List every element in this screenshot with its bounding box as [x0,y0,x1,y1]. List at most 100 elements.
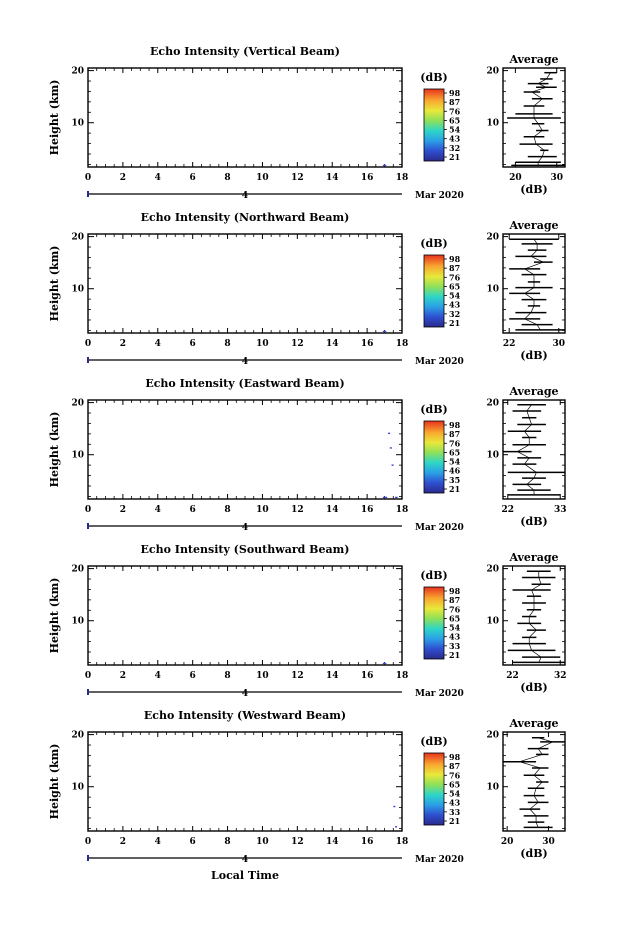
plot-frame [87,67,403,168]
date-label: Mar 2020 [415,357,464,367]
x-tick-label: 14 [326,339,339,349]
x-tick-label: 14 [326,173,339,183]
x-tick-label: 2 [120,837,126,847]
day-label: 4 [242,855,248,865]
average-frame [502,233,566,334]
colorbar-tick-label: 54 [449,125,461,135]
colorbar-tick-label: 21 [449,484,460,494]
panel-title: Echo Intensity (Westward Beam) [144,709,346,722]
day-label: 4 [242,689,248,699]
x-tick-label: 8 [224,505,230,515]
day-label: 4 [242,523,248,533]
average-y-tick-label: 20 [486,233,499,243]
colorbar-tick-label: 32 [449,143,460,153]
average-x-tick-label: 22 [502,505,515,515]
date-label: Mar 2020 [415,855,464,865]
y-tick-label: 10 [71,285,84,295]
x-tick-label: 4 [155,671,161,681]
average-y-tick-label: 20 [486,67,499,77]
colorbar-tick-label: 32 [449,309,460,319]
x-tick-label: 2 [120,505,126,515]
colorbar-tick-label: 98 [449,88,461,98]
colorbar-tick-label: 43 [449,134,461,144]
colorbar-unit: (dB) [420,403,447,416]
average-y-tick-label: 20 [486,399,499,409]
x-tick-label: 16 [361,339,374,349]
colorbar-tick-label: 87 [449,761,460,771]
colorbar-unit: (dB) [420,569,447,582]
colorbar-tick-label: 76 [449,770,461,780]
x-axis-label: Local Time [211,869,279,882]
x-tick-label: 2 [120,671,126,681]
colorbar-tick-label: 76 [449,438,461,448]
colorbar-tick-label: 43 [449,632,461,642]
colorbar-tick-label: 98 [449,586,461,596]
colorbar-tick-label: 33 [449,641,461,651]
average-y-tick-label: 10 [486,285,499,295]
colorbar-tick-label: 54 [449,457,461,467]
colorbar-tick-label: 65 [449,613,460,623]
average-x-tick-label: 30 [542,837,555,847]
x-tick-label: 18 [396,671,409,681]
colorbar [423,88,445,162]
average-profile-line [518,737,554,828]
colorbar-tick-label: 65 [449,115,460,125]
average-x-tick-label: 20 [509,173,522,183]
x-tick-label: 14 [326,837,339,847]
x-tick-label: 4 [155,837,161,847]
average-x-tick-label: 22 [506,671,519,681]
x-tick-label: 14 [326,671,339,681]
colorbar-tick-label: 43 [449,300,461,310]
y-axis-label: Height (km) [48,246,61,322]
average-frame [502,399,566,500]
x-tick-label: 2 [120,339,126,349]
plot-frame [87,731,403,832]
x-tick-label: 2 [120,173,126,183]
average-x-tick-label: 20 [501,837,514,847]
panels-group: Echo Intensity (Vertical Beam)0 2 4 6 8 10 12 1… [48,45,566,865]
x-tick-label: 12 [291,173,304,183]
x-tick-label: 18 [396,837,409,847]
x-tick-label: 18 [396,173,409,183]
x-tick-label: 6 [190,505,196,515]
panel-title: Echo Intensity (Northward Beam) [141,211,350,224]
colorbar-tick-label: 54 [449,623,461,633]
average-title: Average [508,385,558,398]
y-axis-label: Height (km) [48,412,61,488]
x-tick-label: 6 [190,339,196,349]
colorbar-tick-label: 76 [449,272,461,282]
x-tick-label: 8 [224,173,230,183]
x-tick-label: 0 [85,339,91,349]
beam-panel-1: Echo Intensity (Northward Beam) 0 2 4 6 8 10 12… [48,211,566,367]
colorbar-unit: (dB) [420,71,447,84]
y-tick-label: 10 [71,451,84,461]
colorbar-tick-label: 21 [449,650,460,660]
colorbar-tick-label: 46 [449,466,461,476]
colorbar-tick-label: 87 [449,429,460,439]
y-tick-label: 20 [71,67,84,77]
average-title: Average [508,219,558,232]
x-tick-label: 6 [190,671,196,681]
colorbar [423,420,445,494]
average-x-label: (dB) [520,847,547,860]
colorbar-tick-label: 21 [449,816,460,826]
colorbar-tick-label: 98 [449,254,461,264]
x-tick-label: 6 [190,173,196,183]
average-title: Average [508,551,558,564]
x-tick-label: 12 [291,505,304,515]
average-x-tick-label: 30 [550,173,563,183]
colorbar-tick-label: 87 [449,263,460,273]
colorbar-unit: (dB) [420,735,447,748]
plot-frame [87,399,403,500]
colorbar-tick-label: 33 [449,807,461,817]
x-tick-label: 10 [256,671,269,681]
colorbar-tick-label: 35 [449,475,460,485]
x-tick-label: 10 [256,173,269,183]
colorbar [423,254,445,328]
average-frame [502,731,566,832]
average-y-tick-label: 20 [486,731,499,741]
colorbar-tick-label: 65 [449,281,460,291]
x-tick-label: 18 [396,505,409,515]
average-profile-line [531,72,551,166]
beam-panel-3: Echo Intensity (Southward Beam) 0 2 4 6 8 10 12… [48,543,566,699]
